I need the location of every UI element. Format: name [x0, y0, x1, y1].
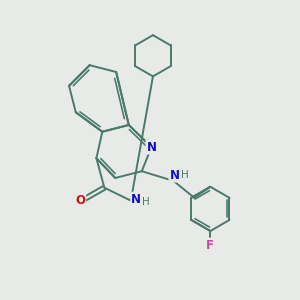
Text: H: H [142, 197, 150, 207]
Text: N: N [146, 141, 157, 154]
Text: N: N [131, 193, 141, 206]
Text: F: F [206, 238, 214, 252]
Text: H: H [181, 170, 189, 180]
Text: N: N [169, 169, 179, 182]
Text: O: O [75, 194, 85, 207]
